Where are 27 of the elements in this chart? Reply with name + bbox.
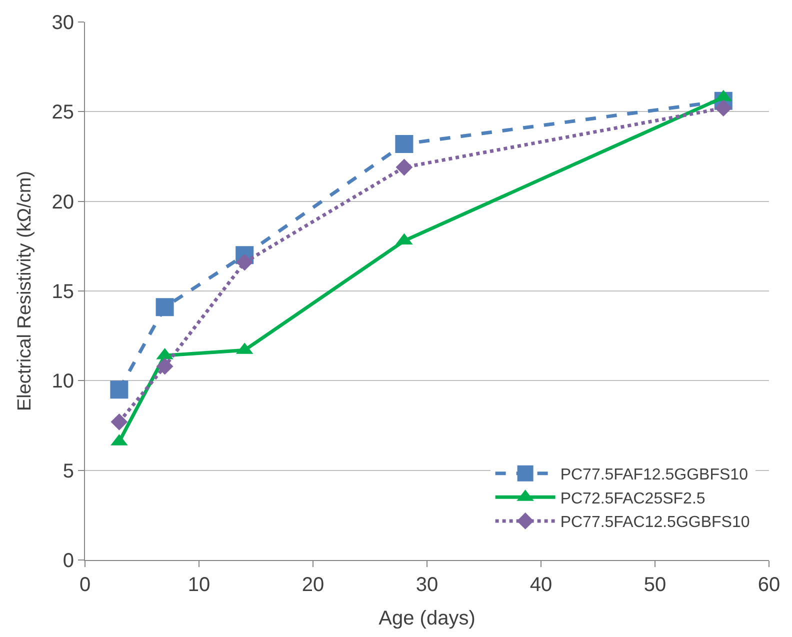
x-tick-label: 10 [188,574,210,596]
y-tick-label: 10 [52,370,74,393]
x-tick-label: 20 [302,574,324,596]
x-axis-title: Age (days) [378,608,476,630]
x-tick-label: 40 [530,574,552,596]
point [714,100,732,117]
y-tick-label: 30 [52,12,74,34]
y-tick-label: 20 [52,191,74,214]
y-tick-label: 25 [52,102,74,124]
point [110,413,128,430]
point [156,358,174,375]
x-tick-label: 30 [416,574,438,596]
x-tick-label: 0 [79,574,91,596]
y-tick-label: 0 [62,550,74,572]
legend-label: PC77.5FAC12.5GGBFS10 [560,514,750,532]
x-tick-label: 50 [644,574,666,596]
point [110,380,128,399]
legend-label: PC77.5FAF12.5GGBFS10 [560,466,748,484]
point [156,298,174,316]
legend-label: PC72.5FAC25SF2.5 [560,490,706,508]
point [236,254,254,271]
x-tick-label: 60 [758,574,780,596]
y-tick-label: 15 [52,281,74,303]
y-axis-title: Electrical Resistivity (kΩ/cm) [14,170,36,412]
y-tick-label: 5 [62,460,74,482]
point [395,134,414,153]
point [396,158,413,176]
